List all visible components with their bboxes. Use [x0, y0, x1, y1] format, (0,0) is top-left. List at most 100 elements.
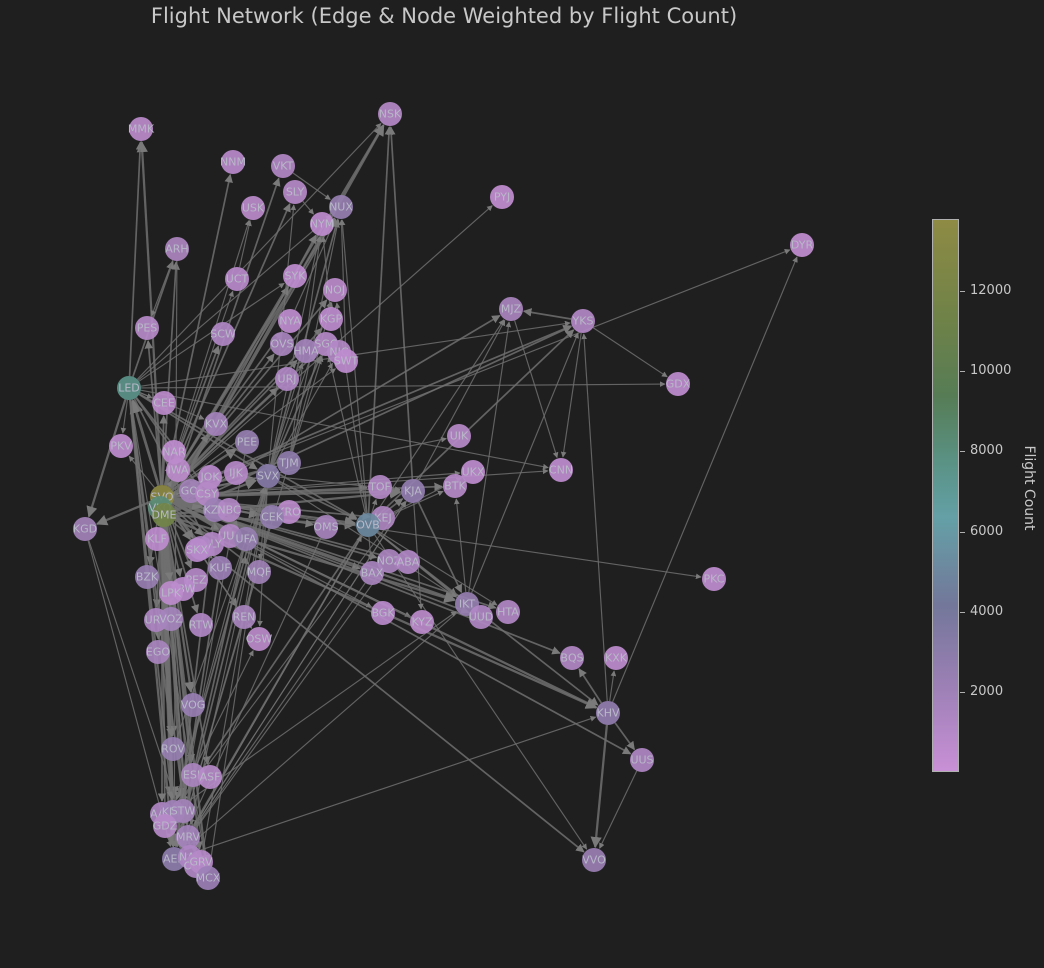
node-circle — [129, 117, 153, 141]
node-label: UUS — [630, 754, 653, 767]
node-circle — [410, 610, 434, 634]
node-label: PKV — [110, 440, 132, 453]
node-nar: NAR — [162, 440, 186, 464]
node-dyr: DYR — [790, 233, 814, 257]
node-arh: ARH — [165, 237, 189, 261]
edge-sly-nym — [302, 200, 315, 215]
node-label: KHV — [596, 707, 619, 720]
node-nsk: NSK — [378, 102, 402, 126]
node-label: VKT — [273, 160, 294, 173]
node-label: LPK — [161, 587, 182, 600]
node-circle — [162, 440, 186, 464]
node-label: VOZ — [159, 613, 183, 626]
edge-svx-noj — [271, 301, 332, 465]
node-rtw: RTW — [189, 613, 214, 637]
node-skx: SKX — [185, 538, 209, 562]
node-label: JOK — [199, 471, 220, 484]
node-circle — [241, 196, 265, 220]
node-asf: ASF — [198, 765, 222, 789]
node-nbc: NBC — [217, 498, 241, 522]
node-ren: REN — [232, 605, 256, 629]
node-circle — [146, 640, 170, 664]
node-gdx: GDX — [666, 372, 691, 396]
node-label: NBC — [217, 504, 241, 517]
edge-khv-vvo — [590, 724, 609, 849]
node-khv: KHV — [596, 701, 620, 725]
node-voz: VOZ — [159, 607, 183, 631]
edge-ufa-krr — [174, 550, 244, 800]
edge-svo-iwa — [166, 480, 172, 488]
node-kgd: KGD — [73, 517, 97, 541]
node-vog: VOG — [181, 693, 206, 717]
edge-khv-uus — [614, 722, 636, 751]
edge-ovb-mjz — [374, 319, 505, 516]
edge-svo-sly — [166, 203, 291, 487]
node-ufa: UFA — [234, 527, 258, 551]
node-ego: EGO — [146, 640, 170, 664]
node-circle — [247, 627, 271, 651]
edge-ikt-btk — [453, 498, 467, 593]
node-circle — [196, 866, 220, 890]
node-label: YKS — [572, 315, 594, 328]
edge-ikt-yks — [471, 332, 579, 594]
node-aba: ABA — [396, 550, 420, 574]
node-btk: BTK — [443, 474, 467, 498]
node-pee: PEE — [235, 430, 259, 454]
node-circle — [189, 613, 213, 637]
chart-title: Flight Network (Edge & Node Weighted by … — [150, 4, 738, 28]
node-circle — [378, 102, 402, 126]
node-circle — [135, 565, 159, 589]
node-label: ARH — [165, 243, 188, 256]
colorbar-tick-label: 12000 — [970, 283, 1012, 298]
edge-ufa-aer — [174, 550, 245, 848]
node-label: OVS — [271, 338, 294, 351]
node-urj: URJ — [275, 367, 299, 391]
node-circle — [630, 748, 654, 772]
node-label: CSY — [196, 488, 218, 501]
node-label: KUF — [209, 562, 230, 575]
colorbar-tick-label: 6000 — [970, 524, 1004, 539]
node-label: UKX — [462, 466, 485, 479]
edge-krr-ikt — [182, 611, 457, 806]
node-bax: BAX — [360, 561, 384, 585]
node-label: KJA — [404, 485, 422, 498]
node-label: MRV — [176, 831, 201, 844]
node-circle — [334, 349, 358, 373]
edge-aer-kja — [180, 501, 407, 850]
node-mcx: MCX — [196, 866, 221, 890]
node-tof: TOF — [368, 475, 392, 499]
node-label: GRV — [189, 856, 213, 869]
node-label: IKT — [459, 598, 476, 611]
node-label: HTA — [497, 606, 519, 619]
node-label: UCT — [226, 273, 249, 286]
node-label: RTW — [189, 619, 214, 632]
node-label: PYJ — [494, 191, 510, 204]
node-label: USK — [242, 202, 265, 215]
node-hta: HTA — [496, 600, 520, 624]
node-kuf: KUF — [208, 556, 232, 580]
node-bgk: BGK — [371, 601, 395, 625]
node-bzk: BZK — [135, 565, 159, 589]
node-circle — [277, 451, 301, 475]
node-label: PES — [137, 322, 158, 335]
node-label: CEK — [261, 511, 284, 524]
edge-bax-aer — [180, 582, 366, 849]
edge-svo-pkv — [128, 455, 155, 488]
node-label: CEE — [153, 397, 175, 410]
node-nym: NYM — [310, 212, 334, 236]
node-led: LED — [117, 376, 141, 400]
node-circle — [310, 212, 334, 236]
node-label: PKC — [704, 573, 725, 586]
node-layer: MMK NSK NNM VKT SLY NUX USK NYM PYJ DYR ARH UCT SYK N… — [73, 102, 814, 890]
edge-svo-asf — [163, 508, 211, 766]
edge-dme-vvo — [172, 521, 585, 853]
node-label: VOG — [181, 699, 206, 712]
node-circle — [181, 693, 205, 717]
node-label: GDZ — [153, 820, 178, 833]
edge-khv-yks — [581, 333, 608, 702]
node-label: KLF — [147, 533, 167, 546]
node-label: BZK — [136, 571, 159, 584]
node-circle — [549, 458, 573, 482]
edge-nya-nux — [294, 218, 337, 311]
node-circle — [396, 550, 420, 574]
